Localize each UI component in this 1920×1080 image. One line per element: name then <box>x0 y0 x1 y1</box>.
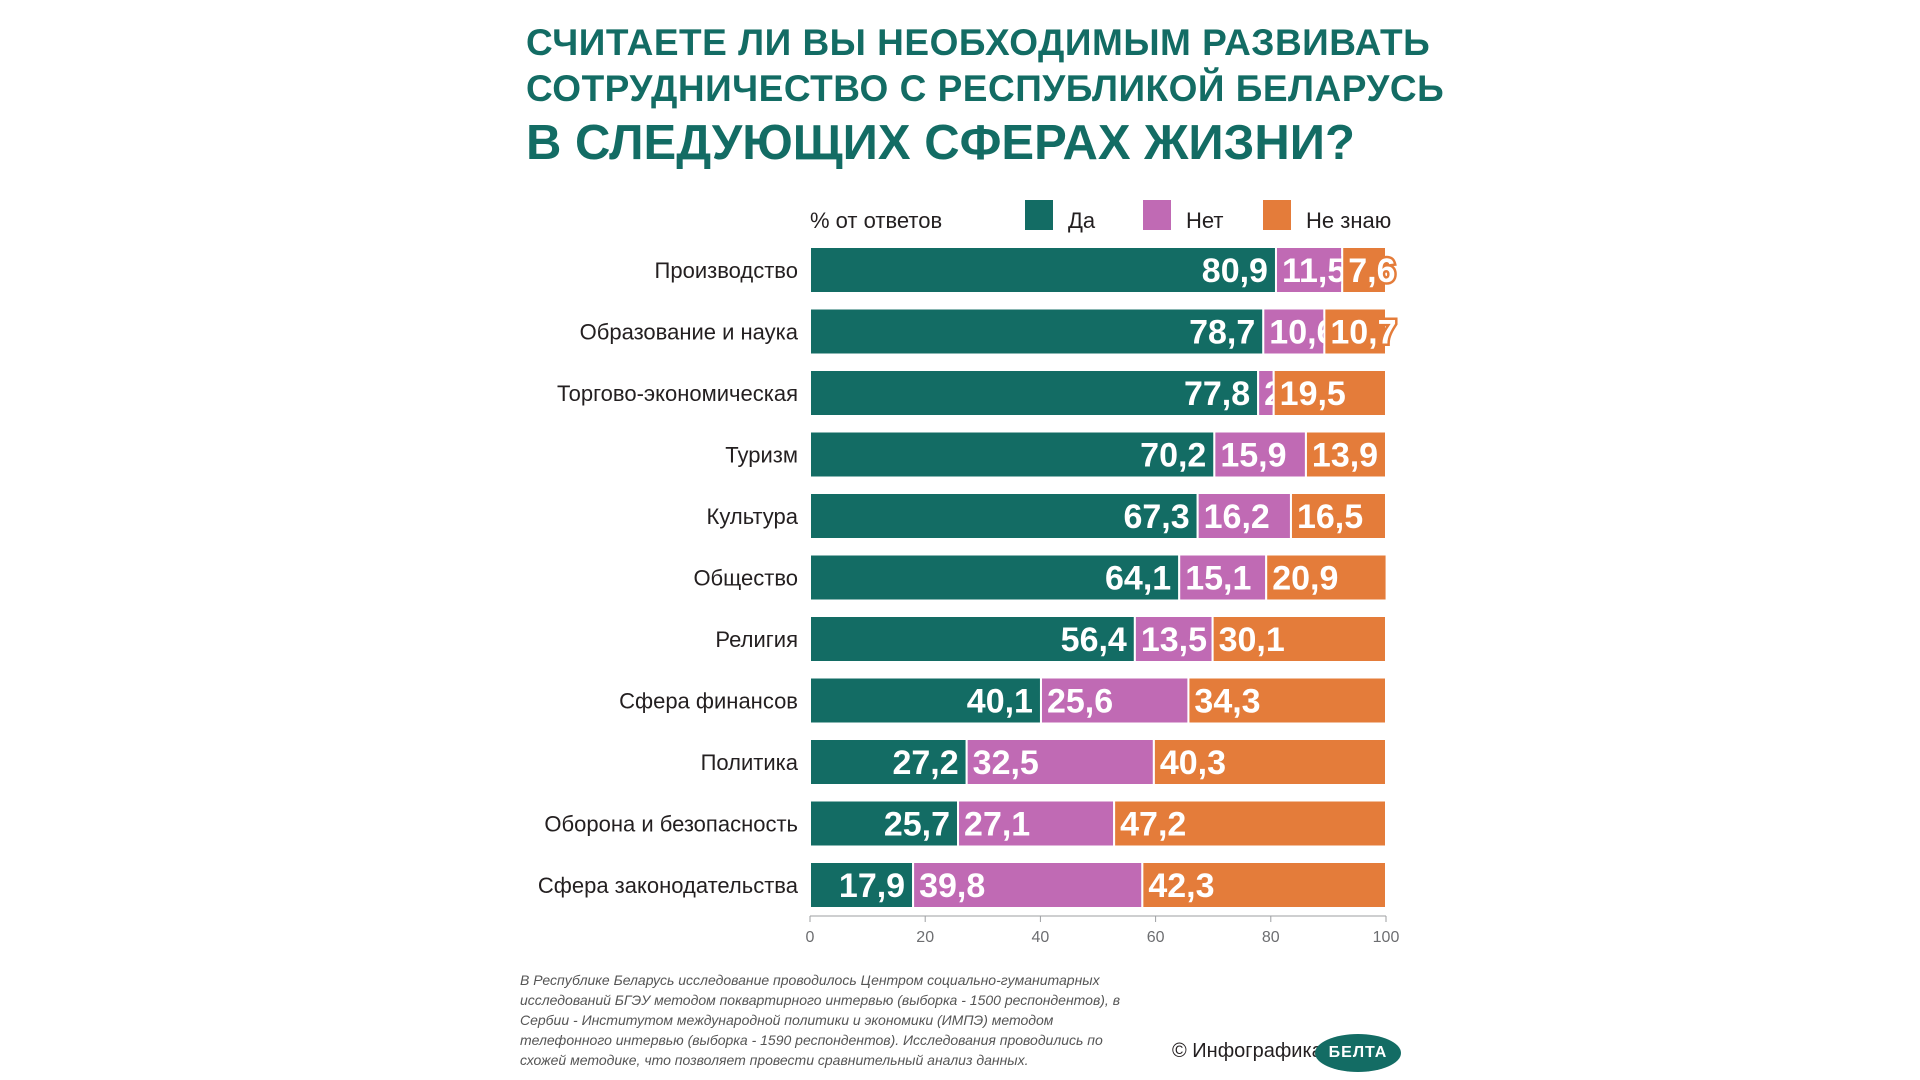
category-label: Туризм <box>725 443 798 468</box>
x-tick-label: 100 <box>1373 929 1400 946</box>
value-label: 15,9 <box>1220 437 1286 475</box>
value-label: 70,2 <box>1140 437 1206 475</box>
category-label: Производство <box>655 258 798 283</box>
value-label: 56,4 <box>1061 621 1127 659</box>
bar-segment <box>1039 676 1190 725</box>
value-label: 16,2 <box>1204 498 1270 536</box>
bar-segment <box>1323 307 1388 356</box>
category-label: Сфера финансов <box>619 689 798 714</box>
bar-segment <box>809 492 1199 540</box>
bar-segment <box>1262 307 1326 356</box>
bar-segment <box>809 553 1181 602</box>
category-label: Образование и наука <box>580 320 799 345</box>
legend-swatch-3 <box>1263 200 1291 230</box>
value-label: 13,9 <box>1312 437 1378 475</box>
bar-segment <box>1211 615 1388 663</box>
bar-segment <box>809 738 968 786</box>
legend-label-2: Нет <box>1186 208 1223 233</box>
bar-segment <box>1289 492 1387 540</box>
bar-segment <box>1341 246 1387 294</box>
value-label: 40,1 <box>967 683 1033 721</box>
category-label: Культура <box>707 504 799 529</box>
bar-segment <box>1152 738 1387 786</box>
value-label: 15,1 <box>1185 560 1251 598</box>
bar-segment <box>1304 430 1388 479</box>
title-line-2: СОТРУДНИЧЕСТВО С РЕСПУБЛИКОЙ БЕЛАРУСЬ <box>526 68 1445 109</box>
units-label: % от ответов <box>810 208 942 233</box>
bar-segment <box>1187 676 1387 725</box>
value-label: 27,2 <box>892 744 958 782</box>
chart-title: СЧИТАЕТЕ ЛИ ВЫ НЕОБХОДИМЫМ РАЗВИВАТЬ СОТ… <box>526 20 1444 174</box>
category-label: Оборона и безопасность <box>544 812 798 837</box>
category-label: Торгово-экономическая <box>557 381 798 406</box>
bar-segment <box>1265 553 1388 602</box>
value-label: 47,2 <box>1120 806 1186 844</box>
value-label: 39,8 <box>919 867 985 905</box>
value-label: 42,3 <box>1148 867 1214 905</box>
bar-segment <box>809 676 1042 725</box>
value-label: 20,9 <box>1272 560 1338 598</box>
value-label: 40,3 <box>1160 744 1226 782</box>
bar-segment <box>1274 246 1344 294</box>
bar-segment <box>809 307 1265 356</box>
legend-swatch-2 <box>1143 200 1171 230</box>
bar-segment <box>1196 492 1292 540</box>
value-label: 13,5 <box>1141 621 1207 659</box>
legend-swatch-1 <box>1025 200 1053 230</box>
x-tick-label: 0 <box>806 929 815 946</box>
bar-segment <box>1133 615 1214 663</box>
value-label: 19,5 <box>1280 375 1346 413</box>
value-label: 67,3 <box>1123 498 1189 536</box>
bar-segment <box>1113 799 1388 848</box>
title-line-1: СЧИТАЕТЕ ЛИ ВЫ НЕОБХОДИМЫМ РАЗВИВАТЬ <box>526 22 1431 63</box>
category-label: Религия <box>715 627 798 652</box>
value-label: 11,5 <box>1282 252 1346 290</box>
x-tick-label: 40 <box>1032 929 1050 946</box>
category-label: Общество <box>693 566 798 591</box>
infographic-credit: © Инфографика <box>1172 1040 1323 1062</box>
legend-label-1: Да <box>1068 208 1096 233</box>
bar-segment <box>809 799 960 848</box>
value-label: 17,9 <box>839 867 905 905</box>
bar-segment <box>912 861 1144 909</box>
bar-segment <box>957 799 1116 848</box>
value-label: 16,5 <box>1297 498 1363 536</box>
value-label: 77,8 <box>1184 375 1250 413</box>
bar-segment <box>1272 369 1388 417</box>
bar-segment <box>1178 553 1268 602</box>
value-label: 25,7 <box>884 806 950 844</box>
belta-logo: БЕЛТА <box>1315 1034 1401 1072</box>
value-label: 27,1 <box>964 806 1030 844</box>
value-label: 30,1 <box>1219 621 1285 659</box>
value-label: 7,6 <box>1348 252 1395 290</box>
bar-segment <box>1141 861 1388 909</box>
methodology-footnote: В Республике Беларусь исследование прово… <box>520 972 1121 1068</box>
bar-segment <box>1213 430 1307 479</box>
legend-label-3: Не знаю <box>1306 208 1391 233</box>
title-line-3: В СЛЕДУЮЩИХ СФЕРАХ ЖИЗНИ? <box>526 116 1355 170</box>
bar-segment <box>809 615 1136 663</box>
bar-segment <box>809 430 1216 479</box>
value-label: 64,1 <box>1105 560 1171 598</box>
category-label: Политика <box>701 750 799 775</box>
x-tick-label: 80 <box>1262 929 1280 946</box>
x-tick-label: 20 <box>916 929 934 946</box>
value-label: 10,7 <box>1330 314 1396 352</box>
value-label: 32,5 <box>973 744 1039 782</box>
value-label: 80,9 <box>1202 252 1268 290</box>
value-label: 25,6 <box>1047 683 1113 721</box>
x-tick-label: 60 <box>1147 929 1165 946</box>
bar-segment <box>809 369 1260 417</box>
category-label: Сфера законодательства <box>538 873 799 898</box>
value-label: 78,7 <box>1189 314 1255 352</box>
value-label: 34,3 <box>1194 683 1260 721</box>
